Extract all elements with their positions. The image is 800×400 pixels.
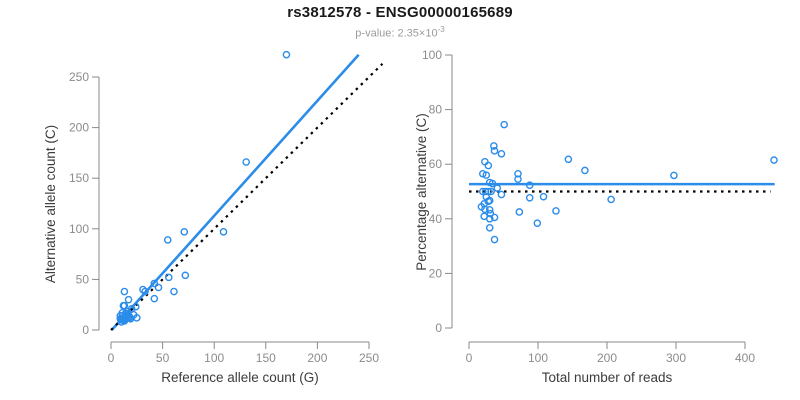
data-point [514, 169, 522, 178]
data-point [120, 301, 129, 310]
x-tick-label: 200 [307, 351, 327, 365]
pvalue-exponent: -3 [437, 25, 445, 34]
data-point [117, 318, 126, 326]
data-point [482, 171, 491, 179]
data-point [485, 224, 494, 232]
y-axis-title: Percentage alternative (C) [414, 113, 429, 271]
identity-line [110, 63, 384, 331]
data-point [282, 50, 291, 59]
y-tick-label: 20 [429, 266, 443, 280]
x-tick-label: 400 [735, 351, 755, 365]
data-point [514, 175, 522, 184]
data-point [552, 207, 560, 215]
data-point [485, 205, 494, 214]
page-title: rs3812578 - ENSG00000165689 [287, 4, 513, 21]
data-point [515, 208, 524, 216]
regression-line [110, 53, 360, 331]
pvalue-subtitle: p-value: 2.35×10-3 [0, 25, 800, 40]
x-axis-title: Reference allele count (G) [161, 370, 319, 385]
y-axis-title: Alternative allele count (C) [43, 125, 58, 283]
data-point [490, 147, 499, 155]
data-point [150, 294, 159, 303]
y-tick-label: 0 [435, 321, 442, 335]
data-point [132, 314, 141, 322]
data-point [481, 157, 489, 166]
data-point [181, 271, 190, 280]
x-tick-label: 100 [528, 351, 548, 365]
data-point [478, 169, 487, 178]
x-tick-label: 100 [204, 351, 224, 365]
y-tick-label: 60 [429, 157, 443, 171]
data-point [485, 178, 494, 187]
data-point [120, 287, 129, 296]
data-point [497, 150, 506, 158]
x-axis-title: Total number of reads [542, 370, 673, 385]
data-point [564, 155, 573, 164]
data-point [242, 158, 250, 166]
data-point [164, 273, 173, 282]
data-point [180, 228, 189, 236]
data-point [487, 187, 495, 196]
data-point [490, 142, 498, 150]
y-tick-label: 0 [82, 323, 89, 337]
data-point [131, 302, 140, 311]
percentage-vs-reads-scatter-panel: 0 100 200 300 400 0 20 40 60 80 100 Total number of… [414, 48, 778, 385]
data-point [490, 213, 499, 222]
data-point [127, 304, 136, 313]
y-tick-label: 50 [76, 272, 90, 286]
data-point [150, 279, 159, 288]
data-point [163, 236, 172, 244]
x-tick-label: 0 [466, 351, 473, 365]
y-tick-label: 80 [429, 103, 443, 117]
pvalue-label: p-value: [355, 27, 395, 40]
y-tick-label: 100 [69, 222, 89, 236]
x-tick-label: 300 [666, 351, 686, 365]
y-tick-label: 150 [69, 171, 89, 185]
data-point [480, 212, 488, 221]
data-point [525, 193, 534, 202]
y-tick-label: 100 [422, 48, 442, 62]
data-point [477, 202, 486, 211]
data-point [154, 283, 163, 292]
data-point [607, 195, 615, 204]
data-point [490, 235, 499, 244]
x-tick-label: 0 [108, 351, 115, 365]
x-tick-label: 150 [256, 351, 276, 365]
data-point [581, 166, 589, 175]
pvalue-base: 2.35×10 [397, 27, 438, 40]
data-point [123, 310, 132, 318]
data-point [141, 287, 149, 296]
x-tick-label: 50 [156, 351, 170, 365]
x-tick-label: 200 [597, 351, 617, 365]
y-tick-label: 250 [69, 70, 89, 84]
data-point [486, 209, 495, 218]
data-point [124, 295, 133, 304]
data-point [170, 287, 178, 296]
y-tick-label: 40 [429, 212, 443, 226]
data-point [500, 120, 508, 129]
y-tick-label: 200 [69, 121, 89, 135]
allele-counts-scatter-panel: 0 50 100 150 200 250 0 50 100 150 200 250 Reference … [43, 50, 384, 385]
data-point [497, 190, 506, 199]
data-point [485, 196, 494, 205]
x-tick-label: 250 [359, 351, 379, 365]
data-point [533, 219, 542, 227]
data-point [219, 228, 228, 236]
data-point [484, 161, 493, 170]
data-point [139, 285, 147, 294]
data-point [770, 156, 778, 164]
data-point [539, 192, 548, 201]
data-point [670, 171, 678, 180]
data-point [525, 181, 534, 190]
data-point [493, 184, 502, 193]
